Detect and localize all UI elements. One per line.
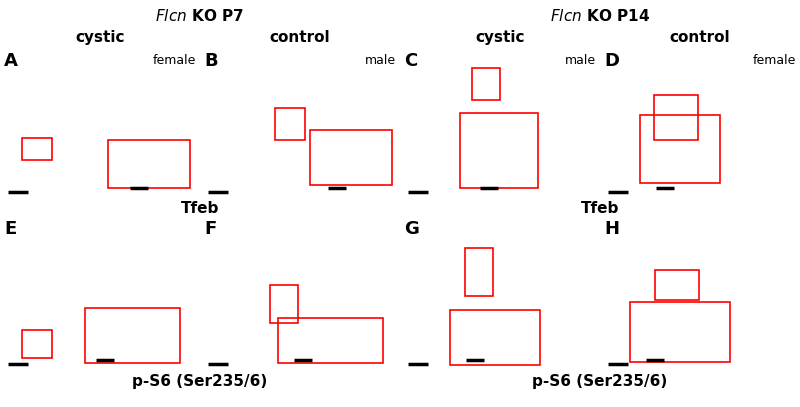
- Bar: [654, 95, 698, 140]
- Bar: [310, 130, 392, 185]
- Text: control: control: [670, 30, 730, 45]
- Text: female: female: [753, 54, 796, 67]
- Bar: [22, 330, 52, 358]
- Bar: [108, 140, 190, 188]
- Text: $\it{Flcn}$ KO P14: $\it{Flcn}$ KO P14: [550, 8, 650, 24]
- Text: male: male: [365, 54, 396, 67]
- Bar: [655, 270, 699, 300]
- Text: F: F: [204, 220, 216, 238]
- Text: E: E: [4, 220, 16, 238]
- Text: p-S6 (Ser235/6): p-S6 (Ser235/6): [532, 374, 668, 389]
- Bar: [630, 302, 730, 362]
- Text: A: A: [4, 52, 18, 70]
- Bar: [465, 248, 493, 296]
- Bar: [22, 138, 52, 160]
- Text: p-S6 (Ser235/6): p-S6 (Ser235/6): [132, 374, 268, 389]
- Text: Tfeb: Tfeb: [181, 201, 219, 216]
- Text: cystic: cystic: [75, 30, 125, 45]
- Bar: [85, 308, 180, 363]
- Bar: [278, 318, 383, 363]
- Bar: [275, 108, 305, 140]
- Bar: [270, 285, 298, 323]
- Text: control: control: [270, 30, 330, 45]
- Text: H: H: [604, 220, 619, 238]
- Text: C: C: [404, 52, 418, 70]
- Text: G: G: [404, 220, 419, 238]
- Text: $\it{Flcn}$ KO P7: $\it{Flcn}$ KO P7: [155, 8, 245, 24]
- Text: D: D: [604, 52, 619, 70]
- Bar: [472, 68, 500, 100]
- Bar: [460, 113, 538, 188]
- Text: cystic: cystic: [475, 30, 525, 45]
- Text: B: B: [204, 52, 218, 70]
- Bar: [640, 115, 720, 183]
- Text: Tfeb: Tfeb: [581, 201, 619, 216]
- Text: female: female: [153, 54, 196, 67]
- Bar: [450, 310, 540, 365]
- Text: male: male: [565, 54, 596, 67]
